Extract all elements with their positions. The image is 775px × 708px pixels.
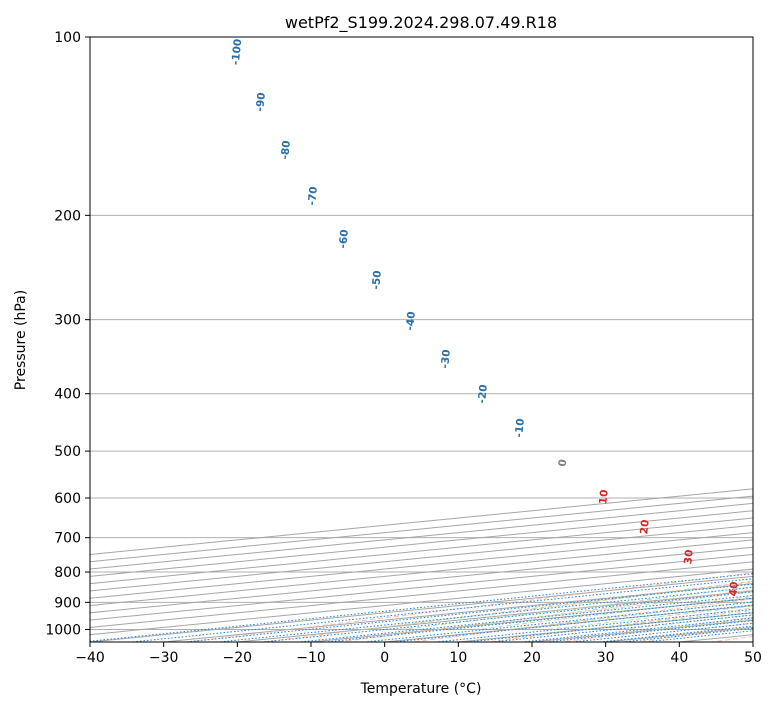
isotherm-label: -20	[476, 384, 490, 404]
y-tick-label: 900	[54, 595, 81, 611]
mixing-ratio-line	[462, 611, 753, 642]
isotherm-line	[232, 590, 753, 642]
plot-frame	[89, 36, 754, 643]
isotherm-line	[379, 605, 753, 642]
grid-layer	[90, 37, 753, 642]
y-tick-label: 200	[54, 208, 81, 224]
y-tick-label: 500	[54, 444, 81, 460]
isotherm-line	[90, 553, 753, 621]
x-tick-label: −40	[75, 650, 105, 666]
chart-title: wetPf2_S199.2024.298.07.49.R18	[285, 13, 557, 33]
isotherm-label: -10	[513, 418, 527, 438]
x-tick-label: 0	[380, 650, 389, 666]
isotherm-line	[90, 561, 753, 628]
isotherm-line	[158, 583, 753, 642]
auxiliary-lines	[90, 572, 753, 642]
x-tick-label: −20	[223, 650, 253, 666]
isotherm-line	[90, 568, 753, 636]
isotherm-label: -70	[306, 186, 320, 206]
y-tick-label: 700	[54, 531, 81, 547]
isotherm-label: -100	[230, 38, 245, 65]
isotherm-line	[90, 546, 753, 614]
y-tick-label: 1000	[45, 622, 81, 638]
isotherm-line	[90, 575, 753, 642]
moist-adiabat-label: 10	[597, 489, 610, 505]
moist-adiabat	[364, 581, 753, 630]
moist-adiabat-label: 20	[638, 519, 651, 535]
isotherm-label: -40	[404, 311, 418, 331]
x-tick-label: −10	[296, 650, 326, 666]
x-tick-label: 40	[670, 650, 688, 666]
moist-adiabat-label: 0	[557, 459, 570, 467]
y-tick-label: 800	[54, 565, 81, 581]
mixing-ratio-line	[389, 604, 753, 642]
mixing-ratio-line	[126, 578, 753, 642]
isotherm-label: -80	[279, 140, 293, 160]
moist-adiabat-label: 40	[727, 581, 740, 597]
dry-adiabat	[408, 598, 753, 642]
y-tick-label: 300	[54, 313, 81, 329]
x-tick-label: 10	[449, 650, 467, 666]
moist-adiabat	[400, 586, 753, 630]
isotherm-label: -50	[370, 270, 384, 290]
y-tick-label: 400	[54, 387, 81, 403]
axes: −40 −30 −20 −10 0 10 20 30 40 5010020030040050060…	[45, 30, 762, 666]
x-tick-label: −30	[149, 650, 179, 666]
y-tick-label: 600	[54, 491, 81, 507]
isotherm-label: -30	[439, 349, 453, 369]
moist-adiabat-label: 30	[682, 549, 695, 565]
dry-adiabat	[184, 572, 753, 642]
dry-adiabat	[259, 580, 753, 642]
x-tick-label: 20	[523, 650, 541, 666]
x-tick-label: 50	[744, 650, 762, 666]
y-tick-label: 100	[54, 30, 81, 46]
y-axis-title: Pressure (hPa)	[13, 290, 29, 390]
mixing-ratio-line	[487, 614, 753, 642]
mixing-ratio-line	[90, 573, 753, 642]
isotherm-label: -60	[337, 229, 351, 249]
auxiliary-line-labels: -100-90-80-70-60-50-40-30-20-100.10.20.4…	[230, 38, 741, 597]
x-axis-title: Temperature (°C)	[360, 681, 482, 697]
mixing-ratio-line	[431, 608, 753, 642]
isotherm-line	[90, 488, 753, 555]
isotherm-label: -90	[254, 92, 268, 112]
x-tick-label: 30	[597, 650, 615, 666]
